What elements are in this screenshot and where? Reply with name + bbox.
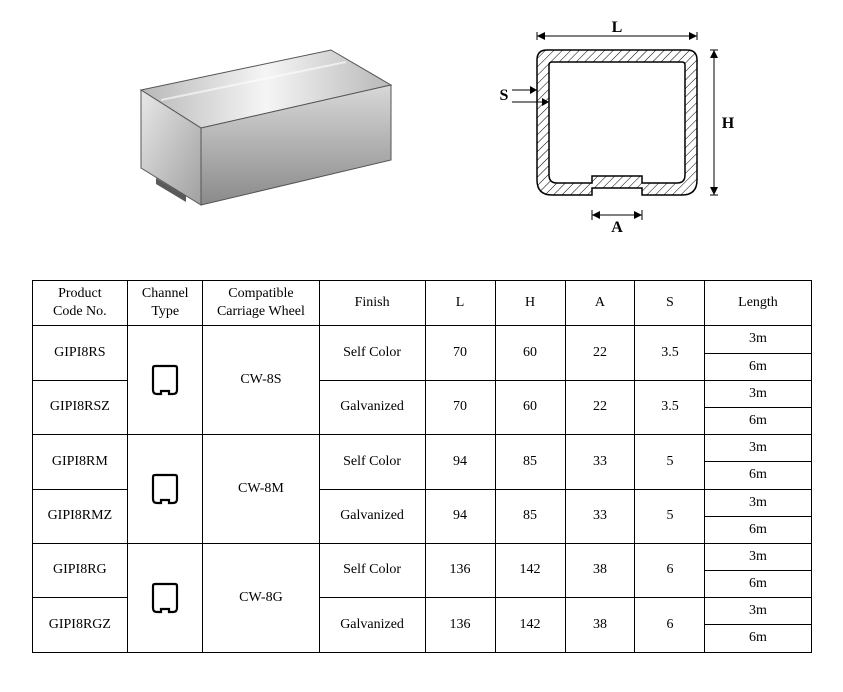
cell-length: 3m	[705, 326, 811, 353]
cell-length: 3m	[705, 380, 811, 407]
figures-row: L H A S	[20, 20, 823, 240]
cell-code: GIPI8RS	[32, 326, 128, 380]
cell-finish: Self Color	[319, 326, 425, 380]
cell-code: GIPI8RGZ	[32, 598, 128, 652]
th-code: ProductCode No.	[32, 281, 128, 326]
product-3d-illustration	[81, 30, 401, 230]
cell-S: 3.5	[635, 326, 705, 380]
cell-H: 85	[495, 435, 565, 489]
th-L: L	[425, 281, 495, 326]
cell-code: GIPI8RM	[32, 435, 128, 489]
table-row: GIPI8RSCW-8SSelf Color7060223.53m	[32, 326, 811, 353]
cell-code: GIPI8RMZ	[32, 489, 128, 543]
cell-finish: Galvanized	[319, 598, 425, 652]
table-row: GIPI8RGCW-8GSelf Color1361423863m	[32, 543, 811, 570]
th-H: H	[495, 281, 565, 326]
cell-finish: Self Color	[319, 435, 425, 489]
cell-A: 22	[565, 380, 635, 434]
cell-H: 142	[495, 543, 565, 597]
cell-code: GIPI8RG	[32, 543, 128, 597]
cell-length: 6m	[705, 516, 811, 543]
dim-label-A: A	[611, 219, 623, 236]
cell-H: 142	[495, 598, 565, 652]
cell-length: 3m	[705, 489, 811, 516]
cell-length: 6m	[705, 571, 811, 598]
th-length: Length	[705, 281, 811, 326]
cell-length: 6m	[705, 462, 811, 489]
dim-label-L: L	[612, 20, 623, 36]
th-channel: ChannelType	[128, 281, 203, 326]
cell-L: 70	[425, 380, 495, 434]
cell-length: 3m	[705, 598, 811, 625]
cell-length: 6m	[705, 353, 811, 380]
th-S: S	[635, 281, 705, 326]
cell-S: 3.5	[635, 380, 705, 434]
th-finish: Finish	[319, 281, 425, 326]
cell-length: 6m	[705, 625, 811, 652]
cell-A: 38	[565, 598, 635, 652]
cell-L: 70	[425, 326, 495, 380]
dim-label-S: S	[500, 87, 509, 104]
cell-wheel: CW-8S	[203, 326, 319, 435]
cell-L: 94	[425, 489, 495, 543]
cell-channel-icon	[128, 435, 203, 544]
cross-section-diagram: L H A S	[482, 20, 762, 240]
cell-wheel: CW-8M	[203, 435, 319, 544]
cell-L: 136	[425, 598, 495, 652]
cell-S: 5	[635, 489, 705, 543]
cell-H: 60	[495, 380, 565, 434]
cell-A: 38	[565, 543, 635, 597]
cell-A: 22	[565, 326, 635, 380]
cell-finish: Galvanized	[319, 380, 425, 434]
table-row: GIPI8RMCW-8MSelf Color94853353m	[32, 435, 811, 462]
cell-channel-icon	[128, 326, 203, 435]
cell-H: 85	[495, 489, 565, 543]
th-wheel: CompatibleCarriage Wheel	[203, 281, 319, 326]
cell-S: 6	[635, 598, 705, 652]
cell-A: 33	[565, 435, 635, 489]
cell-S: 5	[635, 435, 705, 489]
spec-table: ProductCode No. ChannelType CompatibleCa…	[32, 280, 812, 653]
cell-H: 60	[495, 326, 565, 380]
dim-label-H: H	[722, 115, 735, 132]
cell-L: 136	[425, 543, 495, 597]
cell-length: 3m	[705, 543, 811, 570]
cell-channel-icon	[128, 543, 203, 652]
cell-L: 94	[425, 435, 495, 489]
cell-S: 6	[635, 543, 705, 597]
cell-code: GIPI8RSZ	[32, 380, 128, 434]
cell-finish: Galvanized	[319, 489, 425, 543]
cell-A: 33	[565, 489, 635, 543]
table-header-row: ProductCode No. ChannelType CompatibleCa…	[32, 281, 811, 326]
cell-wheel: CW-8G	[203, 543, 319, 652]
cell-finish: Self Color	[319, 543, 425, 597]
cell-length: 3m	[705, 435, 811, 462]
cell-length: 6m	[705, 407, 811, 434]
th-A: A	[565, 281, 635, 326]
